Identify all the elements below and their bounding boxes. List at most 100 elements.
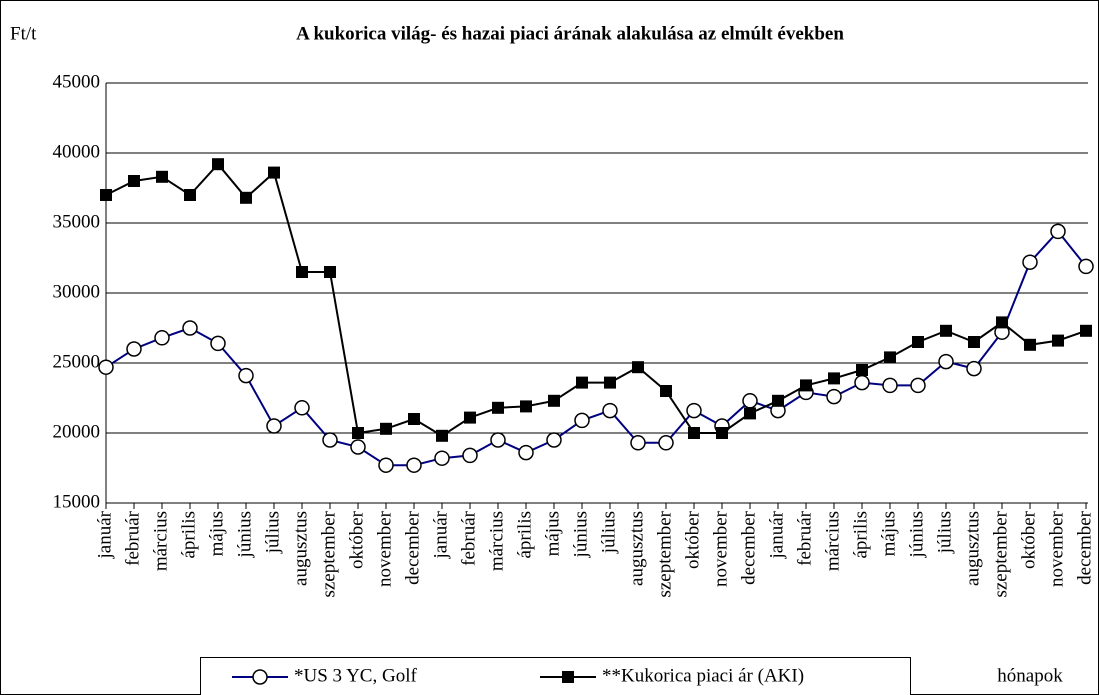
y-tick-label: 30000 <box>53 281 101 302</box>
point <box>884 351 896 364</box>
point <box>882 377 898 394</box>
point <box>716 427 728 439</box>
point <box>1052 334 1064 347</box>
x-tick-label: június <box>234 511 255 558</box>
point <box>828 372 840 385</box>
y-tick-label: 20000 <box>53 421 101 442</box>
x-tick-label: április <box>850 511 871 559</box>
x-tick-label: június <box>906 511 927 558</box>
point <box>520 400 532 413</box>
point <box>182 320 198 336</box>
y-tick-label: 15000 <box>53 491 101 512</box>
point <box>576 376 588 389</box>
point <box>408 413 420 425</box>
x-tick-label: november <box>1046 510 1067 587</box>
x-tick-label: május <box>206 511 227 556</box>
point <box>966 360 982 377</box>
x-tick-label: december <box>402 510 423 585</box>
y-axis-label: Ft/t <box>10 23 37 44</box>
chart-title: A kukorica világ- és hazai piaci árának … <box>296 23 844 44</box>
point <box>238 367 254 384</box>
x-tick-label: június <box>570 511 591 558</box>
x-tick-label: május <box>878 511 899 556</box>
legend-label: **Kukorica piaci ár (AKI) <box>602 665 804 686</box>
point <box>912 336 924 348</box>
point <box>602 402 618 419</box>
point <box>1050 223 1066 240</box>
x-tick-label: szeptember <box>990 510 1011 597</box>
y-tick-label: 35000 <box>53 211 101 232</box>
point <box>660 385 672 397</box>
point <box>856 364 868 376</box>
x-tick-label: január <box>766 510 787 559</box>
point <box>742 393 758 409</box>
point <box>574 412 590 429</box>
point <box>210 335 226 352</box>
legend-label: *US 3 YC, Golf <box>294 665 417 686</box>
x-tick-label: december <box>738 510 759 585</box>
x-tick-label: március <box>486 511 507 571</box>
point <box>562 671 574 683</box>
x-tick-label: február <box>122 510 143 566</box>
point <box>604 376 616 389</box>
x-tick-label: március <box>822 511 843 571</box>
x-tick-label: május <box>542 511 563 556</box>
point <box>1078 258 1094 275</box>
point <box>854 374 870 391</box>
x-tick-label: október <box>346 510 367 569</box>
point <box>268 166 280 179</box>
point <box>294 400 310 416</box>
x-axis-label: hónapok <box>997 665 1063 686</box>
point <box>772 394 784 407</box>
point <box>100 189 112 201</box>
x-tick-label: november <box>710 510 731 587</box>
point <box>240 191 252 204</box>
point <box>378 457 394 473</box>
point <box>686 402 702 419</box>
point <box>658 435 674 451</box>
point <box>546 432 562 448</box>
x-tick-label: április <box>178 511 199 559</box>
point <box>490 432 506 448</box>
point <box>156 170 168 183</box>
x-tick-label: január <box>430 510 451 559</box>
point <box>154 330 170 346</box>
point <box>462 447 478 464</box>
x-tick-label: október <box>1018 510 1039 569</box>
x-tick-label: április <box>514 511 535 559</box>
x-tick-label: december <box>1074 510 1095 585</box>
point <box>126 341 142 357</box>
point <box>940 324 952 337</box>
x-tick-label: szeptember <box>318 510 339 597</box>
x-tick-label: augusztus <box>626 511 647 586</box>
x-tick-label: február <box>794 510 815 566</box>
point <box>996 316 1008 329</box>
point <box>266 418 282 434</box>
point <box>464 411 476 424</box>
y-tick-label: 45000 <box>53 71 101 92</box>
x-tick-label: október <box>682 510 703 569</box>
x-tick-label: március <box>150 511 171 571</box>
point <box>548 394 560 407</box>
x-tick-label: július <box>598 511 619 554</box>
point <box>826 388 842 405</box>
point <box>252 669 268 685</box>
y-tick-label: 25000 <box>53 351 101 372</box>
point <box>296 266 308 278</box>
point <box>350 439 366 455</box>
point <box>744 407 756 420</box>
point <box>436 429 448 442</box>
point <box>1080 324 1092 337</box>
point <box>184 189 196 201</box>
point <box>322 432 338 448</box>
x-tick-label: február <box>458 510 479 566</box>
point <box>688 427 700 439</box>
point <box>128 175 140 187</box>
y-tick-label: 40000 <box>53 141 101 162</box>
x-tick-label: augusztus <box>962 511 983 586</box>
point <box>938 353 954 370</box>
point <box>352 427 364 439</box>
x-tick-label: szeptember <box>654 510 675 597</box>
